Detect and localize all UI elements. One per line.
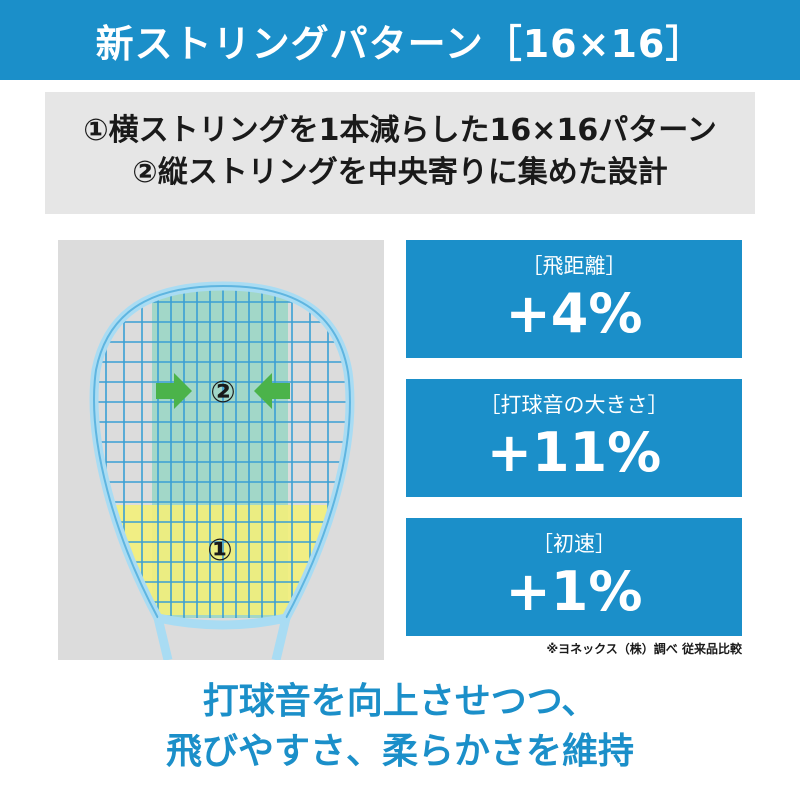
tagline-line-2: 飛びやすさ、柔らかさを維持: [165, 731, 634, 772]
racket-diagram: ② ①: [58, 240, 384, 660]
feature-item-2: ②縦ストリングを中央寄りに集めた設計: [132, 155, 668, 190]
stat-sound-label: ［打球音の大きさ］: [479, 393, 669, 417]
page-header: 新ストリングパターン［16×16］: [0, 0, 800, 80]
marker-2: ②: [210, 375, 235, 410]
tagline-line-1: 打球音を向上させつつ、: [202, 681, 598, 722]
arrow-left-icon: [254, 373, 290, 409]
marker-1: ①: [207, 533, 232, 568]
page-title: 新ストリングパターン［16×16］: [95, 21, 705, 66]
stat-distance-value: +4%: [505, 282, 643, 345]
feature-list: ①横ストリングを1本減らした16×16パターン ②縦ストリングを中央寄りに集めた…: [45, 92, 755, 214]
racket-shaft-left: [153, 616, 173, 660]
stat-speed: ［初速］ +1%: [406, 518, 742, 636]
racket-throat: [157, 613, 287, 630]
stat-sound: ［打球音の大きさ］ +11%: [406, 379, 742, 497]
stat-sound-value: +11%: [486, 421, 662, 484]
arrow-right-icon: [156, 373, 192, 409]
racket-illustration: ② ①: [89, 281, 355, 660]
feature-item-1: ①横ストリングを1本減らした16×16パターン: [83, 113, 717, 148]
racket-frame-inner: [93, 284, 351, 619]
stat-speed-value: +1%: [505, 560, 643, 623]
source-note: ※ヨネックス（株）調べ 従来品比較: [546, 642, 743, 656]
string-bed: [94, 286, 350, 618]
stat-distance: ［飛距離］ +4%: [406, 240, 742, 358]
racket-shaft-right: [271, 616, 291, 660]
stat-speed-label: ［初速］: [532, 532, 616, 556]
stat-distance-label: ［飛距離］: [521, 254, 627, 278]
